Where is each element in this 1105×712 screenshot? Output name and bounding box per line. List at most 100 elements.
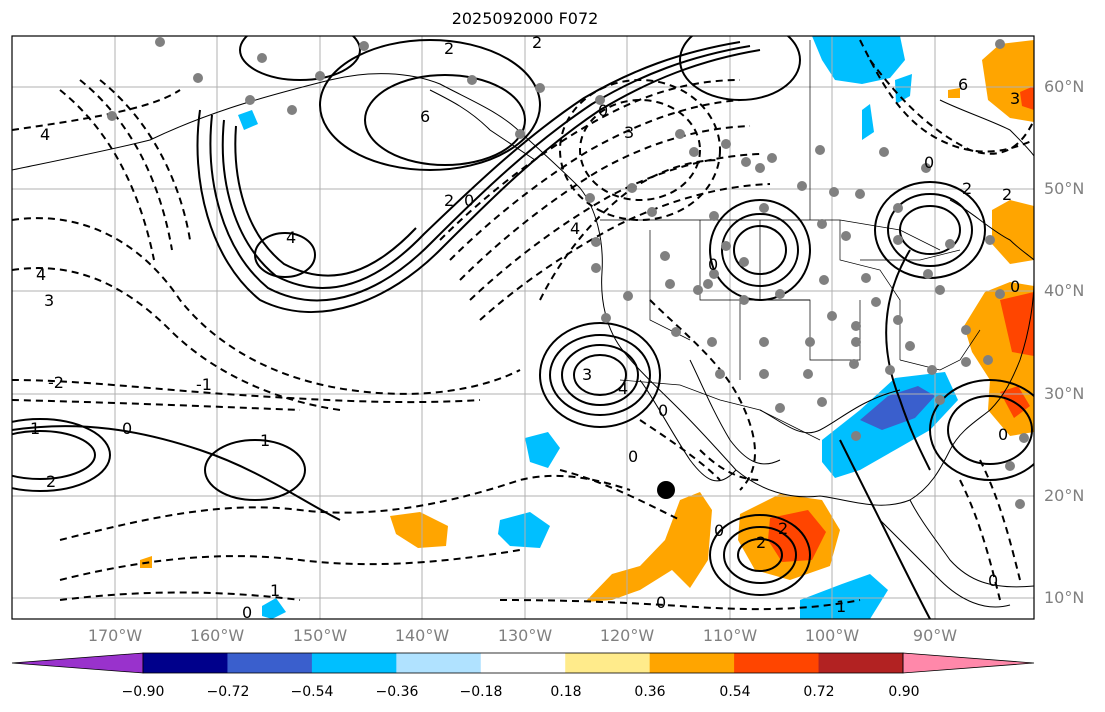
- contour-label: 6: [420, 107, 430, 126]
- contour-label: 2: [1002, 185, 1012, 204]
- orange-shade-dot2: [948, 88, 960, 98]
- lon-label-100w: 100°W: [804, 626, 860, 645]
- lon-label-160w: 160°W: [189, 626, 245, 645]
- contour-label: 0: [1010, 277, 1020, 296]
- lon-label-140w: 140°W: [394, 626, 450, 645]
- colorbar-tick-label: 0.72: [803, 684, 835, 700]
- contour-label: 3: [624, 123, 634, 142]
- contour-label: 0: [122, 419, 132, 438]
- contour-label: 2: [46, 472, 56, 491]
- contour-label: 1: [260, 431, 270, 450]
- cyan-shade-south: [800, 574, 888, 619]
- lon-label-120w: 120°W: [599, 626, 655, 645]
- cyan-shade-pacific-b: [498, 512, 550, 548]
- lat-label-30n: 30°N: [1044, 384, 1085, 403]
- contour-label: 3: [1010, 89, 1020, 108]
- contour-label: 0: [998, 425, 1008, 444]
- redorange-shade-ne: [1020, 86, 1034, 110]
- colorbar-tick-label: −0.90: [121, 684, 165, 700]
- colorbar-tick-label: 0.54: [719, 684, 751, 700]
- blue-shade-gulf: [860, 386, 935, 430]
- contour-label: 0: [658, 401, 668, 420]
- contour-label: 2: [962, 179, 972, 198]
- contour-label: 4: [36, 265, 46, 284]
- map-frame: [11, 35, 1035, 620]
- lat-label-20n: 20°N: [1044, 486, 1085, 505]
- colorbar-tick-label: −0.54: [290, 684, 334, 700]
- contour-label-group: 6 4 2 2 4 4 3 -2 -1 1 0 1 2 1 0 3 4 0 3 …: [30, 33, 1020, 622]
- colorbar-outline: [142, 652, 904, 674]
- contour-label: -1: [196, 375, 212, 394]
- contour-label: 4: [286, 228, 296, 247]
- lon-label-110w: 110°W: [702, 626, 758, 645]
- contour-label: 6: [958, 75, 968, 94]
- contour-label: 0: [708, 255, 718, 274]
- shading-layer: [140, 36, 1034, 619]
- cyan-shade-north: [812, 36, 905, 84]
- lon-label-170w: 170°W: [87, 626, 143, 645]
- cyan-shade-pacific-a: [525, 432, 560, 468]
- station-dots: [107, 37, 1029, 509]
- contour-label: 4: [570, 219, 580, 238]
- contour-label: 3: [582, 365, 592, 384]
- orange-shade-mexico: [585, 492, 712, 602]
- contour-label: 1: [836, 597, 846, 616]
- contour-label: 0: [714, 521, 724, 540]
- contour-label: 0: [464, 191, 474, 210]
- lat-label-10n: 10°N: [1044, 588, 1085, 607]
- contour-label: 2: [444, 39, 454, 58]
- colorbar-tick-label: −0.36: [375, 684, 419, 700]
- contours-positive: [12, 36, 1034, 619]
- colorbar-segment: [818, 653, 904, 673]
- colorbar-tick-label: 0.90: [888, 684, 920, 700]
- colorbar-tick-label: 0.18: [550, 684, 582, 700]
- contour-label: 0: [628, 447, 638, 466]
- colorbar-segment: [480, 653, 566, 673]
- colorbar-tick-label: −0.18: [459, 684, 503, 700]
- cyan-shade-sw: [262, 598, 286, 619]
- cyan-shade-north2: [895, 74, 912, 104]
- contour-label: 2: [444, 191, 454, 210]
- contour-label: -2: [48, 373, 64, 392]
- contour-label: 2: [778, 519, 788, 538]
- cyan-shade-small: [862, 104, 874, 140]
- colorbar-segment: [734, 653, 820, 673]
- lon-label-130w: 130°W: [497, 626, 553, 645]
- contour-label: 0: [242, 603, 252, 622]
- colorbar-segment: [396, 653, 482, 673]
- contour-label: 0: [988, 571, 998, 590]
- colorbar-segment: [649, 653, 735, 673]
- colorbar-segment: [227, 653, 313, 673]
- contour-label: 4: [40, 125, 50, 144]
- black-dot-marker: [657, 481, 675, 499]
- contour-label: 4: [618, 379, 628, 398]
- lon-label-90w: 90°W: [912, 626, 958, 645]
- orange-shade-ne: [982, 40, 1034, 122]
- colorbar-extend-high: [902, 652, 1035, 674]
- contour-label: 0: [598, 101, 608, 120]
- colorbar-tick-label: 0.36: [634, 684, 666, 700]
- colorbar: [11, 652, 1035, 674]
- lon-label-150w: 150°W: [292, 626, 348, 645]
- contours-negative: [12, 39, 1034, 611]
- contour-label: 1: [30, 419, 40, 438]
- colorbar-tick-label: −0.72: [206, 684, 250, 700]
- orange-shade-pacific: [390, 512, 448, 548]
- lat-label-60n: 60°N: [1044, 77, 1085, 96]
- cyan-shade-alaska: [238, 110, 258, 130]
- contour-label: 2: [532, 33, 542, 52]
- map-title: 2025092000 F072: [451, 9, 599, 28]
- colorbar-segment: [565, 653, 651, 673]
- colorbar-extend-low: [11, 652, 144, 674]
- contour-label: 2: [756, 533, 766, 552]
- contour-label: 1: [270, 581, 280, 600]
- contour-label: 3: [44, 291, 54, 310]
- lat-label-50n: 50°N: [1044, 179, 1085, 198]
- contour-label: 0: [924, 153, 934, 172]
- orange-shade-east: [992, 200, 1034, 264]
- lat-label-40n: 40°N: [1044, 281, 1085, 300]
- colorbar-segment: [311, 653, 397, 673]
- redorange-shade-baja: [768, 510, 826, 562]
- colorbar-segment: [143, 653, 228, 673]
